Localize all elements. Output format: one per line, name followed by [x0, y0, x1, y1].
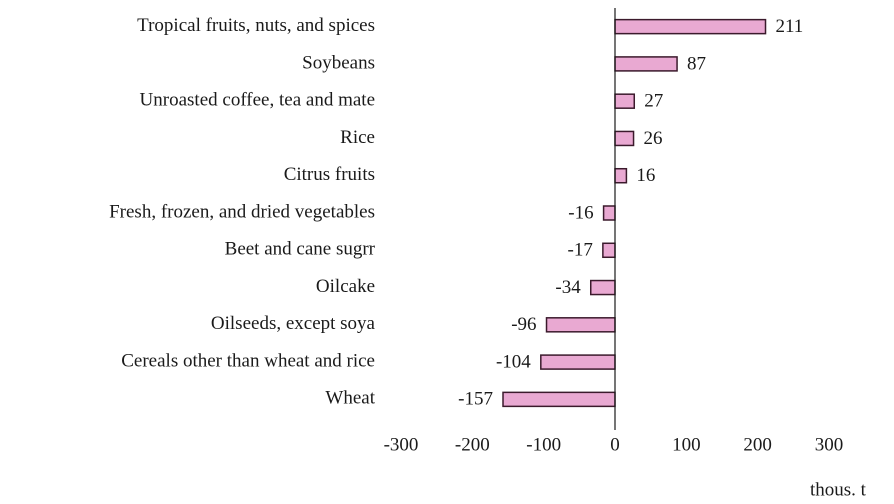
- x-tick-label: 100: [672, 434, 701, 455]
- value-label: -17: [568, 240, 593, 261]
- y-tick-label: Beet and cane sugrr: [225, 239, 376, 260]
- y-tick-label: Wheat: [325, 388, 375, 409]
- bar: [602, 205, 616, 221]
- bar: [502, 391, 616, 408]
- bar: [614, 167, 628, 184]
- bar: [614, 18, 767, 35]
- value-label: 26: [644, 128, 663, 149]
- y-tick-label: Fresh, frozen, and dried vegetables: [109, 201, 375, 222]
- x-axis-label: thous. t: [810, 479, 867, 500]
- x-tick-label: 0: [610, 434, 620, 455]
- x-tick-label: -200: [455, 434, 490, 455]
- y-tick-label: Unroasted coffee, tea and mate: [140, 90, 375, 111]
- value-label: -96: [511, 314, 536, 335]
- bar: [614, 93, 636, 109]
- x-tick-label: 200: [743, 434, 772, 455]
- x-tick-label: -300: [384, 434, 419, 455]
- bar: [614, 56, 678, 72]
- x-tick-label: 300: [815, 434, 844, 455]
- bar: [614, 130, 635, 147]
- bar: [545, 317, 616, 333]
- value-label: 211: [776, 16, 804, 37]
- bar: [589, 279, 616, 296]
- bar: [602, 242, 616, 259]
- y-tick-label: Tropical fruits, nuts, and spices: [137, 15, 375, 36]
- y-tick-label: Oilseeds, except soya: [211, 313, 376, 334]
- y-tick-label: Citrus fruits: [284, 164, 375, 185]
- value-label: -157: [458, 389, 493, 410]
- y-tick-label: Cereals other than wheat and rice: [121, 350, 375, 371]
- y-tick-label: Oilcake: [316, 276, 375, 297]
- y-tick-label: Rice: [340, 127, 375, 148]
- value-label: -104: [496, 351, 531, 372]
- value-label: -16: [568, 202, 593, 223]
- x-tick-label: -100: [526, 434, 561, 455]
- value-label: -34: [555, 277, 581, 298]
- value-label: 87: [687, 53, 706, 74]
- value-label: 27: [644, 91, 663, 112]
- value-label: 16: [636, 165, 655, 186]
- bar: [540, 354, 616, 370]
- y-tick-label: Soybeans: [302, 52, 375, 73]
